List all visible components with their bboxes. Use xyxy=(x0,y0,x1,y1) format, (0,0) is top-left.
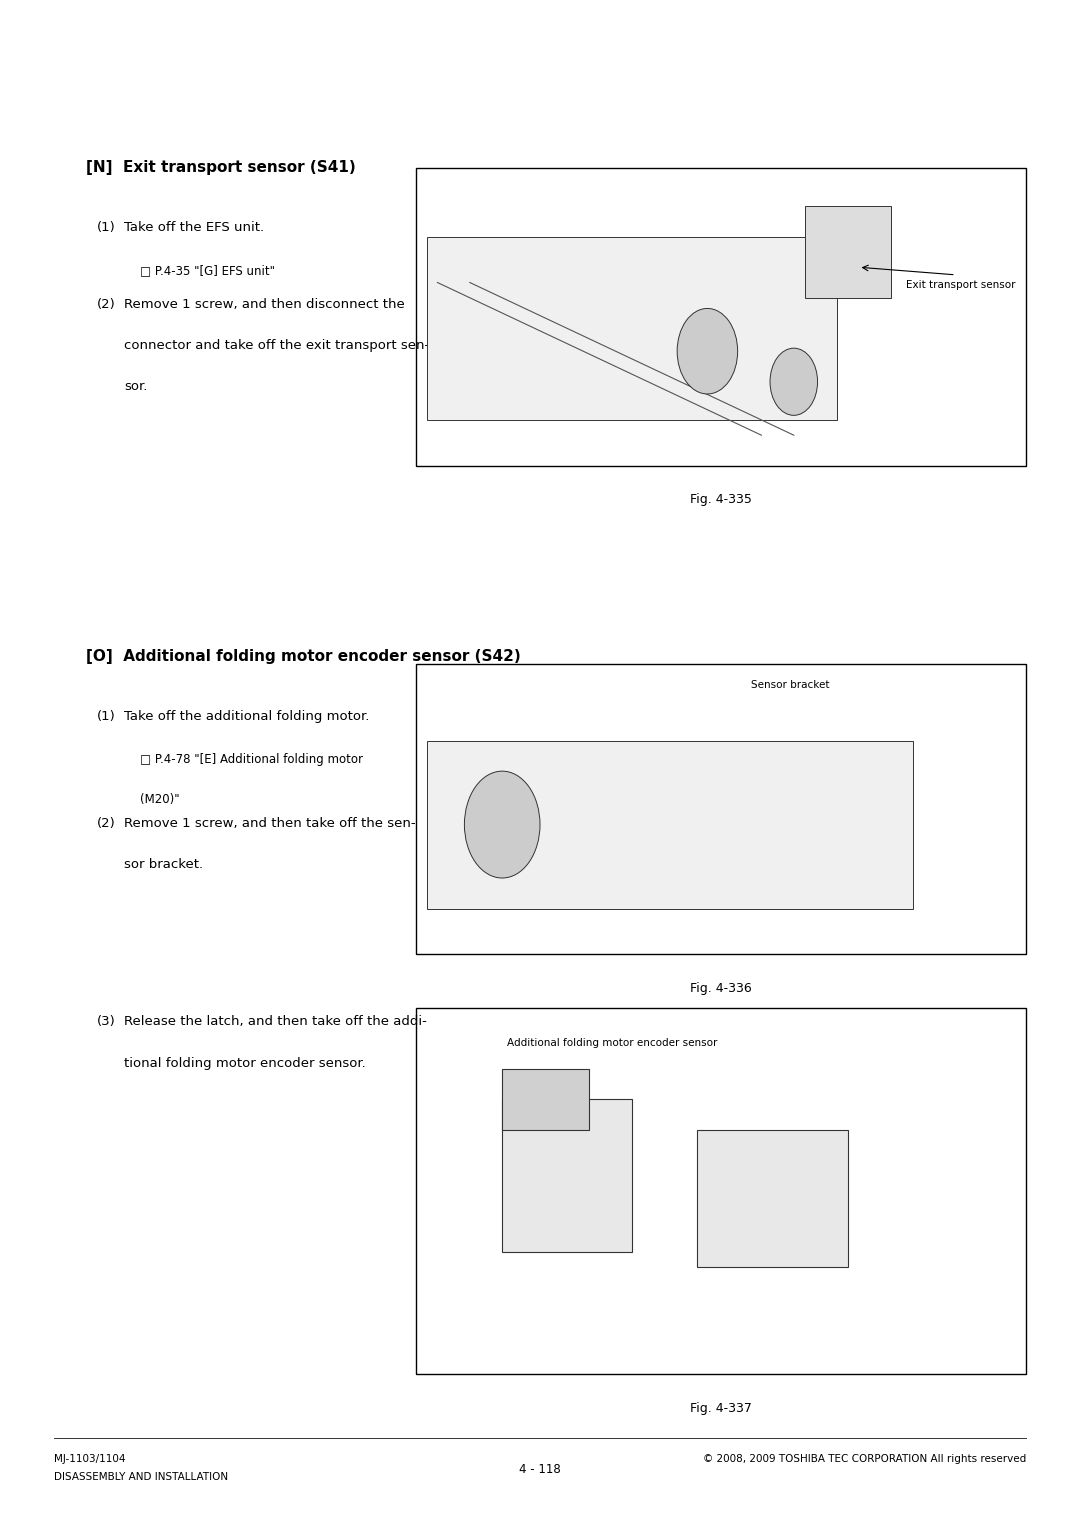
Text: (1): (1) xyxy=(97,710,116,724)
Text: (M20)": (M20)" xyxy=(140,793,180,806)
Text: (3): (3) xyxy=(97,1015,116,1029)
Text: Sensor bracket: Sensor bracket xyxy=(752,680,829,690)
Text: □ P.4-78 "[E] Additional folding motor: □ P.4-78 "[E] Additional folding motor xyxy=(140,753,363,767)
Bar xyxy=(502,1069,589,1130)
Text: © 2008, 2009 TOSHIBA TEC CORPORATION All rights reserved: © 2008, 2009 TOSHIBA TEC CORPORATION All… xyxy=(703,1454,1026,1464)
FancyBboxPatch shape xyxy=(416,168,1026,466)
Bar xyxy=(502,1099,632,1252)
Text: MJ-1103/1104: MJ-1103/1104 xyxy=(54,1454,125,1464)
Text: Fig. 4-337: Fig. 4-337 xyxy=(690,1402,752,1416)
Text: Additional folding motor encoder sensor: Additional folding motor encoder sensor xyxy=(508,1038,718,1049)
Text: [N]  Exit transport sensor (S41): [N] Exit transport sensor (S41) xyxy=(86,160,356,176)
Text: Fig. 4-335: Fig. 4-335 xyxy=(690,493,752,507)
Text: Take off the additional folding motor.: Take off the additional folding motor. xyxy=(124,710,369,724)
Text: connector and take off the exit transport sen-: connector and take off the exit transpor… xyxy=(124,339,430,353)
Text: Release the latch, and then take off the addi-: Release the latch, and then take off the… xyxy=(124,1015,427,1029)
Bar xyxy=(805,206,891,298)
Circle shape xyxy=(464,771,540,878)
Text: □ P.4-35 "[G] EFS unit": □ P.4-35 "[G] EFS unit" xyxy=(140,264,275,278)
Text: [O]  Additional folding motor encoder sensor (S42): [O] Additional folding motor encoder sen… xyxy=(86,649,522,664)
Bar xyxy=(427,237,837,420)
Text: Take off the EFS unit.: Take off the EFS unit. xyxy=(124,221,265,235)
Bar xyxy=(697,1130,848,1267)
Circle shape xyxy=(770,348,818,415)
Text: 4 - 118: 4 - 118 xyxy=(519,1463,561,1477)
Text: (2): (2) xyxy=(97,298,116,312)
Text: sor.: sor. xyxy=(124,380,148,394)
Text: tional folding motor encoder sensor.: tional folding motor encoder sensor. xyxy=(124,1057,366,1070)
Text: Remove 1 screw, and then take off the sen-: Remove 1 screw, and then take off the se… xyxy=(124,817,416,831)
Bar xyxy=(427,741,913,909)
Text: sor bracket.: sor bracket. xyxy=(124,858,203,872)
Text: (2): (2) xyxy=(97,817,116,831)
Text: DISASSEMBLY AND INSTALLATION: DISASSEMBLY AND INSTALLATION xyxy=(54,1472,228,1483)
Text: Fig. 4-336: Fig. 4-336 xyxy=(690,982,752,996)
Text: Exit transport sensor: Exit transport sensor xyxy=(906,279,1015,290)
FancyBboxPatch shape xyxy=(416,1008,1026,1374)
Circle shape xyxy=(677,308,738,394)
Text: (1): (1) xyxy=(97,221,116,235)
Text: Remove 1 screw, and then disconnect the: Remove 1 screw, and then disconnect the xyxy=(124,298,405,312)
FancyBboxPatch shape xyxy=(416,664,1026,954)
